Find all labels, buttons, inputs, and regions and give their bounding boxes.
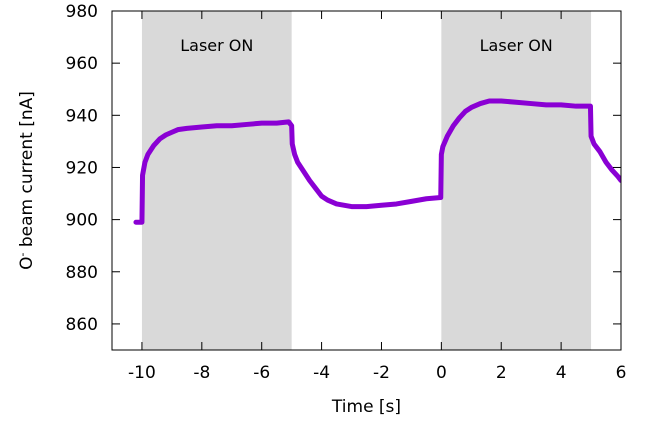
laser-on-region-1 bbox=[141, 11, 292, 350]
laser-on-region-2 bbox=[441, 11, 592, 350]
axis-ticks: -10 -8 -6 -4 -2 0 2 4 6 860 880 900 920 940 960 980 bbox=[66, 2, 627, 383]
x-tick-label: 4 bbox=[556, 363, 567, 383]
y-axis-label-main: O bbox=[17, 257, 37, 270]
y-tick-label: 960 bbox=[66, 54, 98, 74]
plot-frame bbox=[111, 10, 622, 351]
x-tick-label: 6 bbox=[616, 363, 627, 383]
y-tick-label: 860 bbox=[66, 315, 98, 335]
x-tick-label: -10 bbox=[128, 363, 156, 383]
x-tick-label: 2 bbox=[496, 363, 507, 383]
series-layer bbox=[133, 98, 621, 225]
x-tick-label: -2 bbox=[373, 363, 390, 383]
y-tick-label: 900 bbox=[66, 211, 98, 231]
laser-on-label-2: Laser ON bbox=[480, 36, 553, 55]
y-tick-label: 920 bbox=[66, 158, 98, 178]
series-line-1 bbox=[133, 98, 621, 225]
y-tick-label: 980 bbox=[66, 2, 98, 22]
laser-on-label-1: Laser ON bbox=[180, 36, 253, 55]
y-axis-label: O- beam current [nA] bbox=[16, 91, 38, 270]
x-tick-label: -4 bbox=[313, 363, 330, 383]
x-axis-label: Time [s] bbox=[331, 397, 401, 417]
shaded-regions: Laser ON Laser ON bbox=[141, 11, 592, 350]
y-axis-label-superscript: - bbox=[16, 253, 29, 257]
x-tick-label: 0 bbox=[436, 363, 447, 383]
x-tick-label: -8 bbox=[193, 363, 210, 383]
x-tick-label: -6 bbox=[253, 363, 270, 383]
y-tick-label: 940 bbox=[66, 106, 98, 126]
y-axis-label-rest: beam current [nA] bbox=[17, 91, 37, 252]
y-tick-label: 880 bbox=[66, 263, 98, 283]
